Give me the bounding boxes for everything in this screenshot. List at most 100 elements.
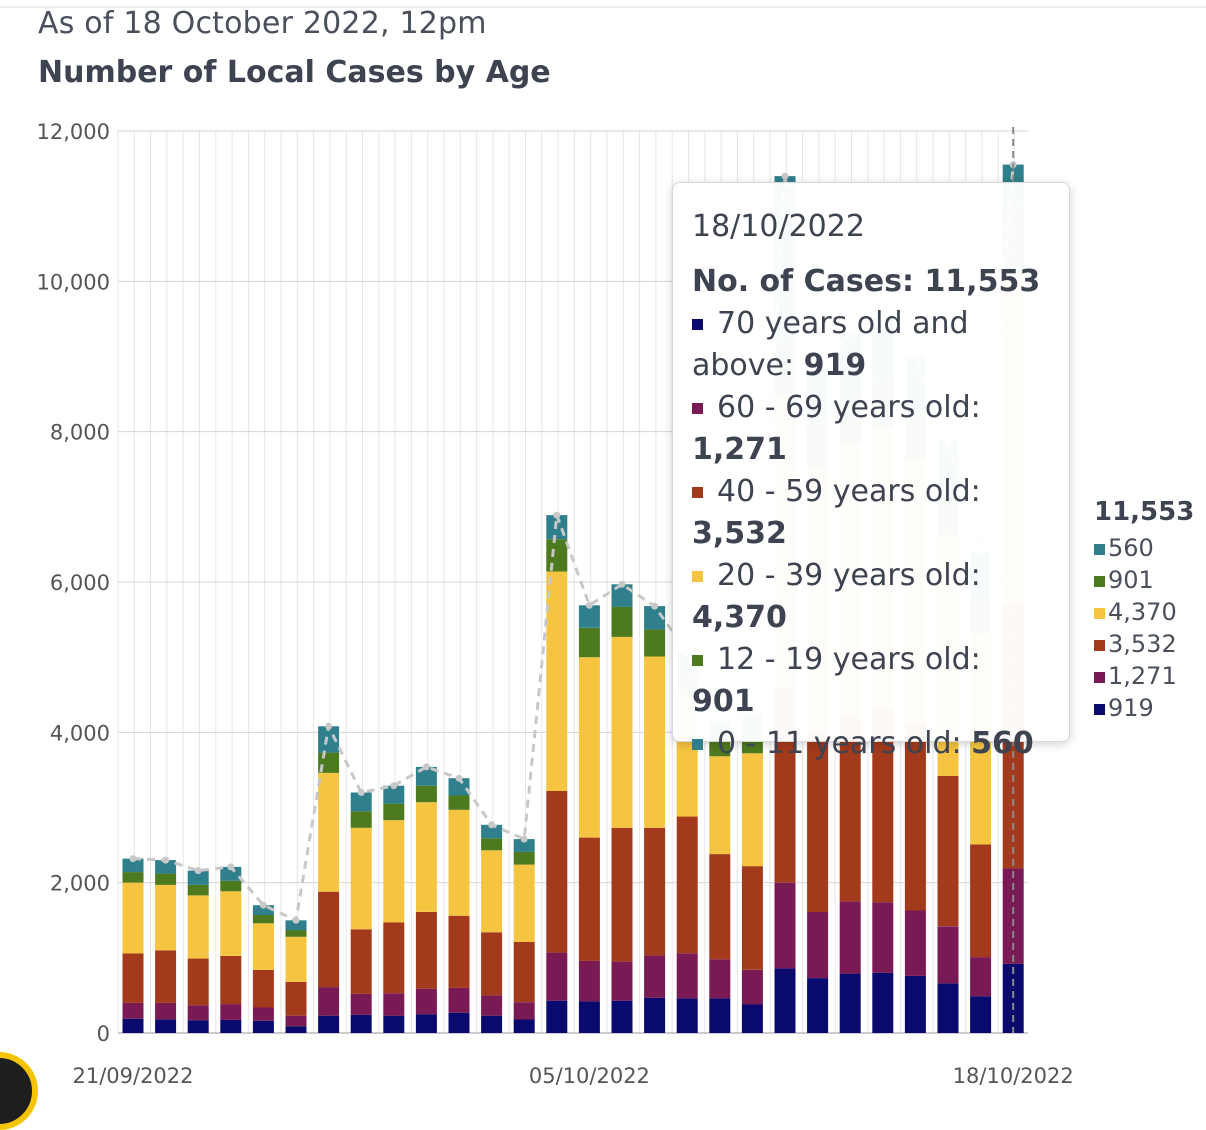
bar-segment[interactable] <box>415 988 437 1015</box>
bar-segment[interactable] <box>611 827 633 962</box>
bar-segment[interactable] <box>839 713 861 902</box>
bar-segment[interactable] <box>122 1018 144 1033</box>
bar-stack[interactable] <box>220 866 242 1033</box>
bar-segment[interactable] <box>415 785 437 803</box>
bar-segment[interactable] <box>1002 963 1024 1033</box>
bar-segment[interactable] <box>546 1000 568 1033</box>
bar-segment[interactable] <box>318 726 340 753</box>
bar-stack[interactable] <box>709 720 731 1033</box>
bar-segment[interactable] <box>122 953 144 1003</box>
bar-segment[interactable] <box>546 539 568 572</box>
bar-segment[interactable] <box>578 837 600 961</box>
bar-segment[interactable] <box>252 905 274 915</box>
bar-segment[interactable] <box>448 987 470 1013</box>
bar-segment[interactable] <box>220 956 242 1005</box>
bar-segment[interactable] <box>741 1004 763 1033</box>
bar-stack[interactable] <box>383 785 405 1033</box>
bar-segment[interactable] <box>513 1002 535 1020</box>
bar-segment[interactable] <box>644 997 666 1033</box>
bar-segment[interactable] <box>318 987 340 1016</box>
bar-segment[interactable] <box>448 1012 470 1033</box>
bar-segment[interactable] <box>644 606 666 630</box>
bar-segment[interactable] <box>611 606 633 637</box>
bar-stack[interactable] <box>644 606 666 1033</box>
bar-stack[interactable] <box>448 778 470 1033</box>
bar-segment[interactable] <box>383 1015 405 1033</box>
bar-segment[interactable] <box>839 901 861 974</box>
bar-segment[interactable] <box>187 958 209 1006</box>
bar-stack[interactable] <box>350 792 372 1034</box>
bar-segment[interactable] <box>709 959 731 999</box>
bar-segment[interactable] <box>937 983 959 1033</box>
bar-segment[interactable] <box>285 920 307 931</box>
bar-segment[interactable] <box>155 884 177 951</box>
bar-segment[interactable] <box>970 844 992 958</box>
bar-segment[interactable] <box>481 932 503 996</box>
bar-segment[interactable] <box>937 775 959 927</box>
bar-segment[interactable] <box>513 942 535 1003</box>
bar-stack[interactable] <box>415 766 437 1033</box>
bar-segment[interactable] <box>448 778 470 796</box>
bar-segment[interactable] <box>807 912 829 979</box>
bar-segment[interactable] <box>155 1002 177 1020</box>
bar-stack[interactable] <box>513 839 535 1033</box>
bar-segment[interactable] <box>644 827 666 956</box>
bar-segment[interactable] <box>709 998 731 1033</box>
bar-stack[interactable] <box>155 860 177 1034</box>
bar-segment[interactable] <box>644 656 666 828</box>
bar-segment[interactable] <box>285 930 307 937</box>
bar-stack[interactable] <box>318 726 340 1033</box>
bar-segment[interactable] <box>611 584 633 607</box>
bar-segment[interactable] <box>546 791 568 953</box>
bar-stack[interactable] <box>611 584 633 1033</box>
bar-segment[interactable] <box>970 996 992 1033</box>
bar-segment[interactable] <box>383 922 405 994</box>
bar-segment[interactable] <box>415 912 437 989</box>
bar-segment[interactable] <box>220 1019 242 1033</box>
bar-segment[interactable] <box>122 1002 144 1019</box>
bar-segment[interactable] <box>252 915 274 924</box>
bar-segment[interactable] <box>546 952 568 1001</box>
bar-stack[interactable] <box>187 870 209 1033</box>
bar-segment[interactable] <box>350 929 372 994</box>
bar-segment[interactable] <box>383 993 405 1016</box>
bar-segment[interactable] <box>350 827 372 930</box>
bar-segment[interactable] <box>350 792 372 812</box>
bar-segment[interactable] <box>513 839 535 852</box>
bar-segment[interactable] <box>220 1004 242 1020</box>
bar-segment[interactable] <box>285 1015 307 1027</box>
bar-segment[interactable] <box>644 629 666 657</box>
bar-segment[interactable] <box>252 1007 274 1021</box>
bar-segment[interactable] <box>839 973 861 1033</box>
bar-segment[interactable] <box>578 657 600 838</box>
bar-segment[interactable] <box>709 854 731 960</box>
bar-segment[interactable] <box>481 995 503 1016</box>
bar-segment[interactable] <box>904 910 926 976</box>
bar-segment[interactable] <box>122 882 144 954</box>
bar-segment[interactable] <box>350 1015 372 1033</box>
bar-segment[interactable] <box>872 972 894 1033</box>
bar-segment[interactable] <box>122 872 144 883</box>
bar-segment[interactable] <box>774 882 796 969</box>
bar-segment[interactable] <box>904 722 926 911</box>
bar-segment[interactable] <box>709 756 731 855</box>
bar-segment[interactable] <box>448 915 470 988</box>
bar-stack[interactable] <box>741 714 763 1033</box>
bar-segment[interactable] <box>318 772 340 892</box>
bar-segment[interactable] <box>578 1001 600 1033</box>
bar-segment[interactable] <box>383 785 405 804</box>
bar-segment[interactable] <box>578 960 600 1002</box>
bar-segment[interactable] <box>350 811 372 828</box>
bar-segment[interactable] <box>807 731 829 912</box>
bar-segment[interactable] <box>122 858 144 873</box>
bar-segment[interactable] <box>155 1019 177 1034</box>
bar-segment[interactable] <box>741 753 763 867</box>
bar-segment[interactable] <box>611 636 633 828</box>
bar-stack[interactable] <box>122 858 144 1033</box>
bar-segment[interactable] <box>904 975 926 1033</box>
bar-segment[interactable] <box>285 981 307 1016</box>
bar-segment[interactable] <box>872 902 894 973</box>
bar-segment[interactable] <box>187 1020 209 1033</box>
bar-segment[interactable] <box>481 850 503 933</box>
bar-segment[interactable] <box>155 950 177 1003</box>
